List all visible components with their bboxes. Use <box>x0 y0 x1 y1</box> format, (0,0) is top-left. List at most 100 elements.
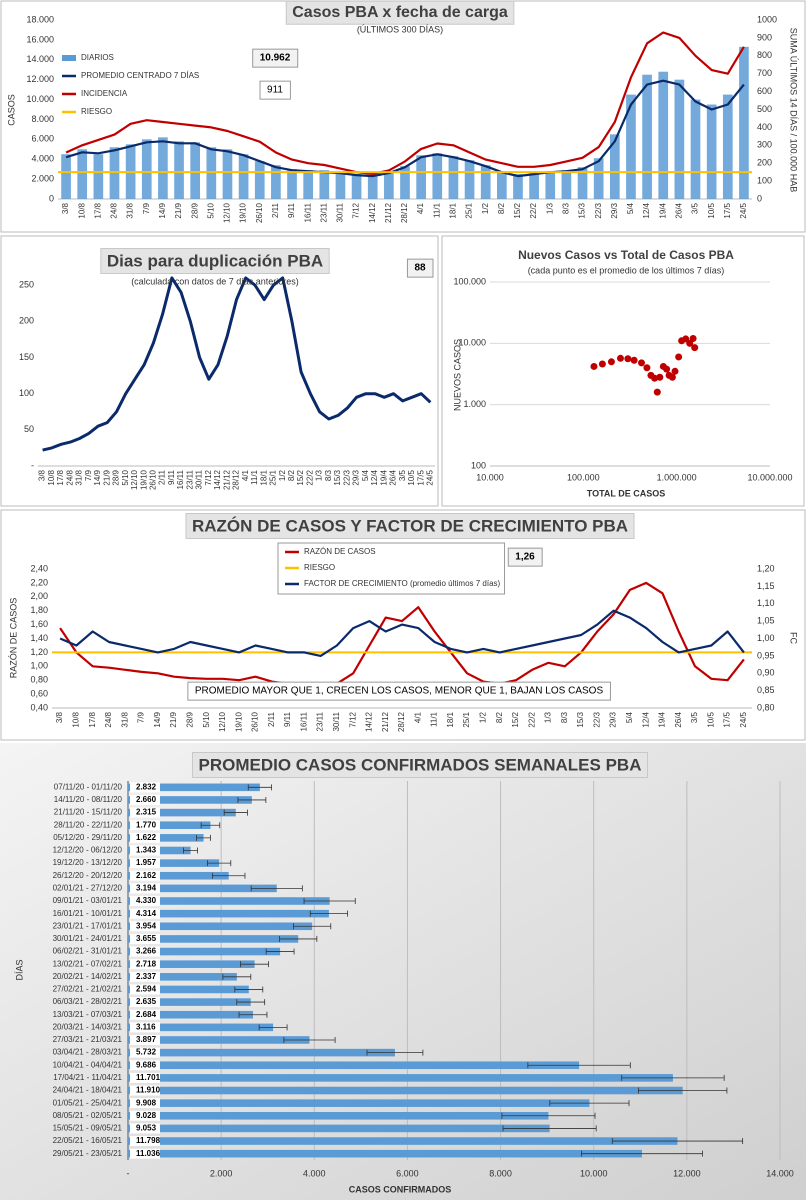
bar <box>128 884 277 893</box>
bar <box>658 71 669 199</box>
value-label: 5.732 <box>136 1048 157 1057</box>
error-bar <box>222 973 252 980</box>
x-tick-label: 10.000 <box>580 1168 608 1178</box>
x-tick-label: 14/9 <box>158 202 167 218</box>
y2-tick-label: 1,20 <box>757 563 775 573</box>
bar <box>128 1137 678 1145</box>
bar <box>271 165 281 199</box>
y-tick-label: 27/03/21 - 21/03/21 <box>53 1035 123 1044</box>
value-label-bg <box>130 870 160 881</box>
y-tick-label: 8.000 <box>31 114 54 124</box>
y-tick-label: 6.000 <box>31 134 54 144</box>
y-tick-label: 23/01/21 - 17/01/21 <box>53 921 123 930</box>
x-tick-label: 21/9 <box>169 711 178 727</box>
bar <box>128 808 236 817</box>
bar <box>128 821 211 830</box>
y-tick-label: 4.000 <box>31 154 54 164</box>
y-tick-label: 24/04/21 - 18/04/21 <box>53 1086 123 1095</box>
value-label-bg <box>130 933 160 944</box>
x-tick-label: 17/8 <box>88 711 97 727</box>
legend-box <box>277 542 506 595</box>
y-tick-label: 02/01/21 - 27/12/20 <box>53 883 123 892</box>
x-tick-label: 30/11 <box>332 711 341 731</box>
error-bar <box>366 1049 424 1056</box>
y-tick-label: 03/04/21 - 28/03/21 <box>53 1048 123 1057</box>
value-label-bg <box>130 832 160 843</box>
point <box>675 353 683 361</box>
x-tick-label: 19/4 <box>658 711 667 727</box>
y-tick-label: 06/02/21 - 31/01/21 <box>53 947 123 956</box>
value-label: 11.701 <box>136 1073 161 1082</box>
bar <box>61 154 71 199</box>
bar <box>513 174 523 199</box>
y2-tick-label: 900 <box>757 32 772 42</box>
bar <box>128 1099 590 1107</box>
value-label-bg <box>130 1072 160 1083</box>
value-label: 3.194 <box>136 883 157 892</box>
x-tick-label: 22/2 <box>529 202 538 218</box>
bar <box>496 171 507 199</box>
chart-subtitle: (ÚLTIMOS 300 DÍAS) <box>357 24 443 34</box>
x-tick-label: 9/11 <box>167 469 176 485</box>
label-box <box>507 547 543 567</box>
y-tick-label: 08/05/21 - 02/05/21 <box>53 1111 123 1120</box>
y-tick-label: 100.000 <box>453 276 486 286</box>
bar <box>561 170 572 199</box>
x-tick-label: 8/2 <box>287 469 296 481</box>
x-tick-label: 15/2 <box>513 202 522 218</box>
y-tick-label: 14/11/20 - 08/11/20 <box>54 795 123 804</box>
bar <box>416 155 426 199</box>
value-label-bg <box>130 1136 160 1147</box>
x-tick-label: 28/12 <box>232 469 241 490</box>
x-tick-label: 26/4 <box>674 711 683 727</box>
y-tick-label: 50 <box>24 424 34 434</box>
x-tick-label: 18/1 <box>259 469 268 485</box>
value-label-bg <box>130 782 160 793</box>
bar <box>141 139 152 199</box>
y-tick-label: 12.000 <box>26 74 54 84</box>
label-box <box>259 80 291 100</box>
x-tick-label: 17/5 <box>416 469 425 485</box>
y-tick-label: 29/05/21 - 23/05/21 <box>53 1149 123 1158</box>
point <box>616 354 624 362</box>
value-label-bg <box>130 1022 160 1033</box>
panel <box>0 235 439 507</box>
y-tick-label: 09/01/21 - 03/01/21 <box>53 896 123 905</box>
x-tick-label: 5/10 <box>202 711 211 727</box>
x-tick-label: 1/3 <box>315 469 324 481</box>
value-label: 9.908 <box>136 1098 157 1107</box>
x-tick-label: 18/1 <box>449 202 458 218</box>
line-series <box>59 609 745 657</box>
x-tick-label: 9/11 <box>283 711 292 727</box>
value-label: 2.162 <box>136 871 157 880</box>
x-tick-label: 5/4 <box>361 469 370 481</box>
bar <box>545 171 556 199</box>
y-tick-label: 30/01/21 - 24/01/21 <box>53 934 123 943</box>
x-tick-label: 14/12 <box>213 469 222 490</box>
value-label-bg <box>130 1009 160 1020</box>
x-tick-label: 1/2 <box>278 469 287 481</box>
value-label: 9.053 <box>136 1124 157 1133</box>
bar <box>128 935 299 943</box>
error-bar <box>293 923 332 930</box>
error-bar <box>502 1125 597 1132</box>
error-bar <box>207 860 232 867</box>
error-bar <box>527 1062 631 1069</box>
y-tick-label: 1,00 <box>30 661 48 671</box>
value-label-bg <box>130 1123 160 1134</box>
x-tick-label: 28/12 <box>397 711 406 732</box>
bar <box>128 1010 253 1019</box>
y-tick-label: 1,80 <box>30 605 48 615</box>
x-axis-label: TOTAL DE CASOS <box>587 488 666 498</box>
bar <box>287 169 297 199</box>
x-tick-label: 8/3 <box>324 469 333 481</box>
value-label-bg <box>130 807 160 818</box>
x-tick-label: 15/3 <box>578 202 587 218</box>
value-label-bg <box>130 1047 160 1058</box>
x-tick-label: 31/8 <box>126 202 135 218</box>
x-tick-label: 19/10 <box>239 202 248 223</box>
chart-title: Dias para duplicación PBA <box>107 251 323 270</box>
x-tick-label: 29/3 <box>609 711 618 727</box>
x-axis-label: CASOS CONFIRMADOS <box>349 1184 452 1194</box>
y2-tick-label: 100 <box>757 175 772 185</box>
